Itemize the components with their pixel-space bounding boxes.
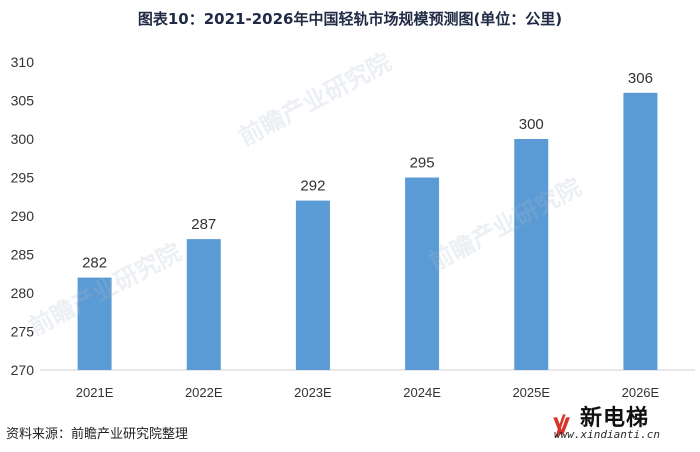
y-tick-label: 280 — [11, 285, 35, 301]
source-note: 资料来源：前瞻产业研究院整理 — [6, 427, 189, 442]
logo-url: www.xindianti.cn — [554, 428, 660, 441]
data-label: 300 — [519, 116, 544, 133]
y-tick-label: 305 — [11, 93, 35, 109]
y-tick-label: 310 — [11, 54, 35, 70]
data-label: 282 — [82, 255, 107, 272]
data-label: 292 — [300, 178, 325, 195]
bar — [623, 92, 658, 371]
y-tick-label: 290 — [11, 208, 35, 224]
x-tick-label: 2026E — [622, 385, 660, 400]
chart-title: 图表10：2021-2026年中国轻轨市场规模预测图(单位：公里) — [137, 10, 563, 28]
x-tick-label: 2024E — [403, 385, 441, 400]
site-logo: ꝟ 新电梯 www.xindianti.cn — [554, 400, 694, 446]
data-label: 287 — [191, 216, 216, 233]
y-tick-label: 275 — [11, 324, 35, 340]
x-tick-label: 2025E — [512, 385, 550, 400]
data-label: 295 — [410, 155, 435, 172]
bar — [186, 239, 221, 370]
x-tick-label: 2022E — [185, 385, 223, 400]
x-tick-label: 2023E — [294, 385, 332, 400]
y-tick-label: 285 — [11, 247, 35, 263]
logo-name: 新电梯 — [580, 406, 650, 431]
x-tick-label: 2021E — [76, 385, 114, 400]
bar — [514, 139, 549, 370]
y-tick-label: 270 — [11, 362, 35, 378]
data-label: 306 — [628, 70, 653, 87]
bar — [405, 177, 440, 370]
y-tick-label: 295 — [11, 170, 35, 186]
logo-icon: ꝟ — [554, 407, 570, 442]
bar — [77, 277, 112, 370]
y-tick-label: 300 — [11, 131, 35, 147]
bar — [295, 200, 330, 370]
